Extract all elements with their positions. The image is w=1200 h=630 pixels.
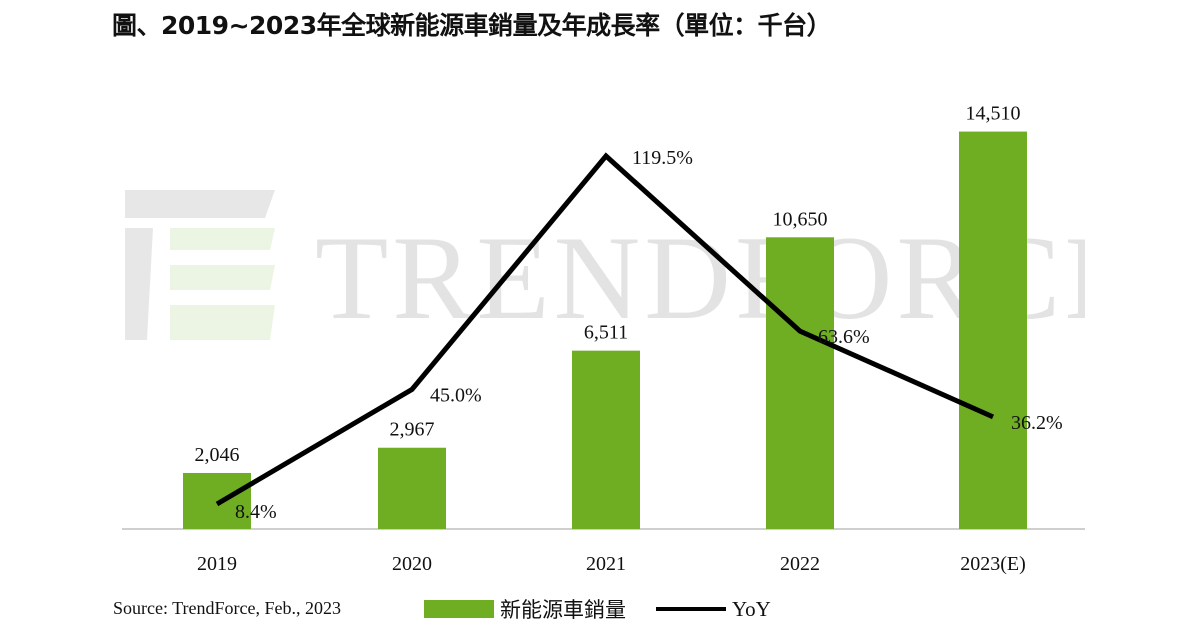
bar-2022 xyxy=(766,237,834,529)
bar-value-label: 2,046 xyxy=(195,444,240,466)
yoy-value-label: 36.2% xyxy=(1011,412,1063,434)
legend-line-label: YoY xyxy=(732,596,771,621)
yoy-value-label: 45.0% xyxy=(430,384,482,406)
x-tick-label: 2023(E) xyxy=(960,553,1026,575)
bar-value-label: 14,510 xyxy=(966,103,1021,125)
x-tick-label: 2019 xyxy=(197,553,237,575)
watermark-text: TRENDFORCE xyxy=(315,211,1085,344)
bar-2021 xyxy=(572,350,640,529)
yoy-value-label: 119.5% xyxy=(632,147,693,169)
legend-line-swatch xyxy=(656,607,726,611)
legend: 新能源車銷量 YoY xyxy=(424,594,771,624)
bar-value-label: 6,511 xyxy=(584,322,628,344)
legend-bar-label: 新能源車銷量 xyxy=(500,598,626,622)
bar-2023(E) xyxy=(959,131,1027,529)
source-note: Source: TrendForce, Feb., 2023 xyxy=(113,598,341,618)
yoy-line xyxy=(215,152,995,507)
x-tick-label: 2022 xyxy=(780,553,820,575)
bar-value-label: 2,967 xyxy=(390,419,435,441)
bar-value-label: 10,650 xyxy=(773,208,828,230)
trendforce-watermark: TRENDFORCE xyxy=(125,190,1085,344)
legend-bar-swatch xyxy=(424,600,494,618)
trendforce-logo-icon xyxy=(125,190,275,340)
x-tick-label: 2020 xyxy=(392,553,432,575)
yoy-value-label: 63.6% xyxy=(818,326,870,348)
chart-title: 圖、2019~2023年全球新能源車銷量及年成長率（單位：千台） xyxy=(112,11,832,40)
bar-2020 xyxy=(378,447,446,529)
yoy-value-label: 8.4% xyxy=(235,501,277,523)
bar-2019 xyxy=(183,472,251,529)
x-tick-label: 2021 xyxy=(586,553,626,575)
